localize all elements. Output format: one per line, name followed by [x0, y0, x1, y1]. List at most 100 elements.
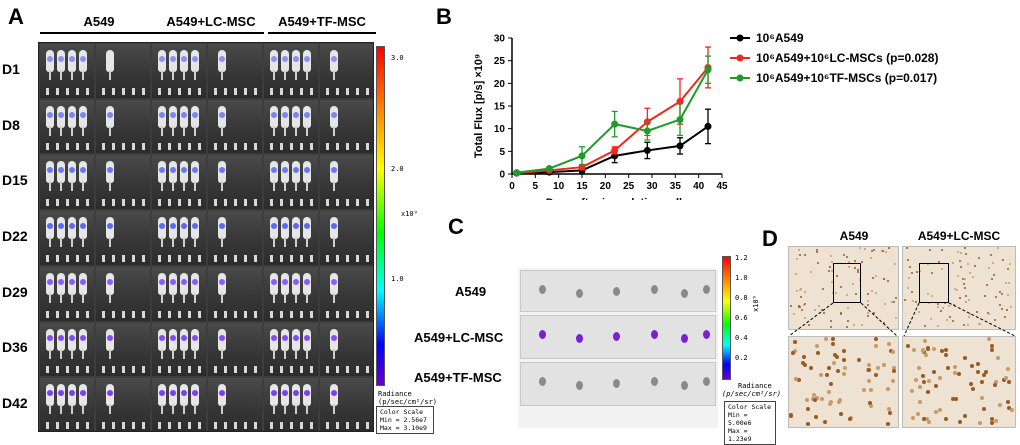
platform-peg — [346, 421, 349, 429]
cell-spot — [576, 334, 583, 343]
platform-peg — [56, 310, 59, 318]
luminescence-signal — [271, 223, 277, 230]
stained-nucleus — [814, 309, 816, 311]
colorbar-c-units: (p/sec/cm²/sr) — [722, 390, 782, 398]
stained-nucleus — [965, 301, 967, 303]
data-point — [545, 165, 553, 173]
imaging-tile — [320, 155, 373, 210]
colorbar-c-tick: 0.6 — [735, 314, 748, 322]
cell-spot — [613, 287, 620, 296]
platform-peg — [300, 421, 303, 429]
platform-peg — [280, 143, 283, 151]
stained-nucleus — [992, 262, 994, 264]
mouse — [303, 50, 311, 80]
imaging-tile — [96, 211, 150, 265]
mouse — [158, 50, 166, 80]
luminescence-signal — [181, 167, 187, 174]
stained-nucleus — [830, 320, 832, 322]
stained-nucleus — [923, 339, 927, 343]
stained-nucleus — [891, 379, 895, 383]
stained-nucleus — [804, 317, 806, 319]
stained-nucleus — [927, 420, 931, 424]
platform-peg — [310, 254, 313, 262]
luminescence-signal — [80, 278, 86, 285]
cell-spot — [681, 381, 688, 390]
platform-peg — [300, 199, 303, 207]
platform-peg — [142, 310, 145, 318]
luminescence-signal — [47, 111, 53, 118]
stained-nucleus — [816, 249, 818, 251]
platform-peg — [214, 366, 217, 374]
luminescence-signal — [181, 223, 187, 230]
stained-nucleus — [868, 401, 872, 405]
platform-peg — [56, 87, 59, 95]
cell-spot — [539, 377, 546, 386]
platform-peg — [244, 143, 247, 151]
platform-peg — [198, 366, 201, 374]
luminescence-signal — [58, 111, 64, 118]
stained-nucleus — [942, 307, 944, 309]
luminescence-signal — [331, 111, 337, 118]
stained-nucleus — [999, 304, 1001, 306]
scale-min: Min = 2.56e7 — [380, 416, 427, 424]
stained-nucleus — [964, 247, 966, 249]
plate-label-tf-msc: A549+TF-MSC — [414, 370, 502, 385]
platform-peg — [254, 143, 257, 151]
stained-nucleus — [1006, 309, 1008, 311]
stained-nucleus — [806, 422, 810, 426]
stained-nucleus — [820, 397, 824, 401]
stained-nucleus — [874, 373, 878, 377]
platform-peg — [142, 143, 145, 151]
stained-nucleus — [848, 417, 852, 421]
stained-nucleus — [804, 303, 806, 305]
platform-peg — [346, 87, 349, 95]
luminescence-signal — [47, 223, 53, 230]
platform-peg — [76, 254, 79, 262]
platform-peg — [336, 254, 339, 262]
stained-nucleus — [974, 265, 976, 267]
stained-nucleus — [944, 302, 946, 304]
luminescence-signal — [69, 56, 75, 62]
luminescence-signal — [58, 334, 64, 341]
stained-nucleus — [918, 311, 920, 313]
stained-nucleus — [803, 304, 805, 306]
stained-nucleus — [980, 396, 984, 400]
cell-spot — [576, 381, 583, 390]
stained-nucleus — [963, 356, 967, 360]
luminescence-signal — [282, 111, 288, 118]
colorbar-c-scale-box: Color Scale Min = 5.00e6 Max = 1.23e9 — [724, 401, 776, 445]
x-tick-label: 10 — [553, 181, 565, 192]
luminescence-signal — [282, 56, 288, 62]
stained-nucleus — [857, 358, 861, 362]
stained-nucleus — [926, 390, 930, 394]
stained-nucleus — [821, 309, 823, 311]
day-label: D29 — [2, 283, 28, 300]
stained-nucleus — [836, 275, 838, 277]
platform-peg — [336, 366, 339, 374]
platform-peg — [76, 366, 79, 374]
platform-peg — [310, 87, 313, 95]
stained-nucleus — [911, 272, 913, 274]
platform-peg — [290, 199, 293, 207]
platform-peg — [46, 199, 49, 207]
group-underline — [268, 32, 376, 34]
stained-nucleus — [951, 397, 955, 401]
platform-peg — [244, 366, 247, 374]
luminescence-signal — [331, 390, 337, 397]
platform-peg — [86, 421, 89, 429]
luminescence-signal — [219, 111, 225, 118]
stained-nucleus — [831, 337, 835, 341]
stained-nucleus — [940, 349, 944, 353]
platform-peg — [290, 143, 293, 151]
luminescence-signal — [219, 278, 225, 285]
luminescence-signal — [170, 223, 176, 230]
ihc-high-mag-a549 — [788, 336, 899, 428]
stained-nucleus — [887, 407, 891, 411]
stained-nucleus — [927, 379, 931, 383]
platform-peg — [224, 310, 227, 318]
stained-nucleus — [927, 293, 929, 295]
luminescence-signal — [219, 334, 225, 341]
platform-peg — [214, 310, 217, 318]
panel-c-letter: C — [448, 214, 464, 239]
luminescence-signal — [181, 111, 187, 118]
